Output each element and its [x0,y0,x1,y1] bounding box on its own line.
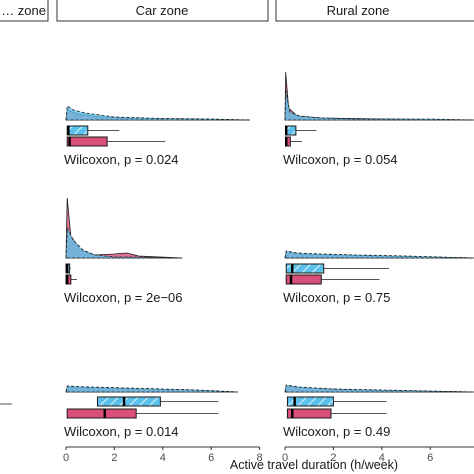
x-tick-label-col1-4: 8 [257,452,263,464]
density-blue-r0-c2 [284,89,474,121]
strip-label-col-2: Rural zone [327,3,390,18]
x-axis-title: Active travel duration (h/week) [230,458,398,472]
pval-row2-col1: Wilcoxon, p = 0.014 [64,424,179,439]
box-pink-r1-c2 [285,274,322,285]
strip-col-0 [0,0,49,22]
strip-col-1 [56,0,269,22]
x-tick-label-col1-1: 2 [111,452,117,464]
pval-row0-col1: Wilcoxon, p = 0.024 [64,152,179,167]
x-tick-label-col2-2: 4 [379,452,385,464]
pval-row0-col2: Wilcoxon, p = 0.054 [283,152,398,167]
strip-label-col-1: Car zone [136,3,189,18]
box-pink-r1-c1 [65,274,72,285]
pval-row2-col2: Wilcoxon, p = 0.49 [283,424,390,439]
density-blue-r2-c2 [284,384,474,393]
pval-row1-col2: Wilcoxon, p = 0.75 [283,290,390,305]
x-tick-label-col2-1: 2 [330,452,336,464]
x-tick-label-col1-2: 4 [160,452,166,464]
density-pink-r0-c2 [284,71,474,121]
x-tick-label-col2-0: 0 [282,452,288,464]
density-blue-r1-c1 [65,226,183,259]
density-blue-r0-c1 [65,105,250,121]
x-tick-label-col2-3: 6 [427,452,433,464]
box-blue-r2-c1 [96,396,161,407]
box-pink-r2-c2 [286,408,332,419]
box-blue-r2-c2 [286,396,334,407]
x-tick-label-col1-3: 6 [208,452,214,464]
strip-col-2 [275,0,474,22]
box-blue-r1-c2 [285,263,325,274]
density-pink-r1-c1 [65,197,183,259]
box-pink-r2-c1 [66,408,137,419]
pval-row1-col1: Wilcoxon, p = 2e−06 [64,290,183,305]
box-blue-r0-c1 [66,125,89,136]
chart-marks: 0 2 4 6 8 0 2 4 6 [0,71,474,464]
x-tick-label-col1-0: 0 [63,452,69,464]
box-pink-r0-c1 [66,136,108,147]
density-blue-r1-c2 [284,250,474,259]
strip-label-col-0: … zone [1,3,46,18]
density-blue-r2-c1 [65,385,238,393]
